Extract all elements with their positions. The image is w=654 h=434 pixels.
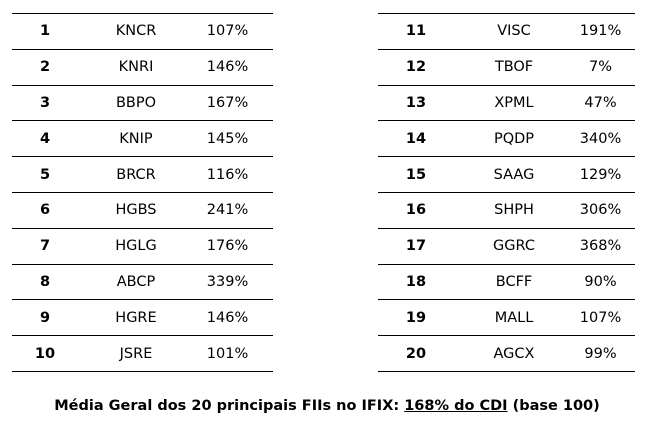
summary-highlight: 168% do CDI xyxy=(404,398,508,414)
percent-cell: 146% xyxy=(194,299,273,337)
rank-cell: 11 xyxy=(378,13,454,50)
table-row: 16 SHPH 306% xyxy=(378,192,635,229)
table-row: 13 XPML 47% xyxy=(378,85,635,122)
percent-cell: 47% xyxy=(574,85,635,122)
percent-cell: 7% xyxy=(574,49,635,86)
table-row: 19 MALL 107% xyxy=(378,299,635,337)
table-row: 15 SAAG 129% xyxy=(378,156,635,193)
table-row: 7 HGLG 176% xyxy=(12,228,273,265)
percent-cell: 107% xyxy=(194,13,273,50)
percent-cell: 340% xyxy=(574,120,635,158)
ticker-cell: KNIP xyxy=(78,120,194,158)
ticker-cell: PQDP xyxy=(454,120,574,158)
table-row: 1 KNCR 107% xyxy=(12,13,273,50)
ticker-cell: KNRI xyxy=(78,49,194,86)
percent-cell: 107% xyxy=(574,299,635,337)
ranking-table-right: 11 VISC 191% 12 TBOF 7% 13 XPML 47% 14 P… xyxy=(378,13,635,372)
ticker-cell: KNCR xyxy=(78,13,194,50)
percent-cell: 99% xyxy=(574,335,635,372)
percent-cell: 116% xyxy=(194,156,273,193)
table-row: 11 VISC 191% xyxy=(378,13,635,50)
rank-cell: 12 xyxy=(378,49,454,86)
table-row: 20 AGCX 99% xyxy=(378,335,635,372)
percent-cell: 339% xyxy=(194,264,273,301)
ticker-cell: JSRE xyxy=(78,335,194,372)
table-row: 8 ABCP 339% xyxy=(12,264,273,301)
ticker-cell: SHPH xyxy=(454,192,574,229)
percent-cell: 101% xyxy=(194,335,273,372)
ticker-cell: BRCR xyxy=(78,156,194,193)
ranking-table-left: 1 KNCR 107% 2 KNRI 146% 3 BBPO 167% 4 KN… xyxy=(12,13,273,372)
table-row: 3 BBPO 167% xyxy=(12,85,273,122)
ticker-cell: GGRC xyxy=(454,228,574,265)
percent-cell: 176% xyxy=(194,228,273,265)
rank-cell: 5 xyxy=(12,156,78,193)
rank-cell: 2 xyxy=(12,49,78,86)
table-row: 4 KNIP 145% xyxy=(12,120,273,158)
rank-cell: 19 xyxy=(378,299,454,337)
table-row: 2 KNRI 146% xyxy=(12,49,273,86)
ticker-cell: ABCP xyxy=(78,264,194,301)
rank-cell: 8 xyxy=(12,264,78,301)
rank-cell: 14 xyxy=(378,120,454,158)
ticker-cell: HGRE xyxy=(78,299,194,337)
ticker-cell: SAAG xyxy=(454,156,574,193)
rank-cell: 6 xyxy=(12,192,78,229)
ticker-cell: MALL xyxy=(454,299,574,337)
percent-cell: 90% xyxy=(574,264,635,301)
table-row: 12 TBOF 7% xyxy=(378,49,635,86)
table-row: 9 HGRE 146% xyxy=(12,299,273,337)
rank-cell: 13 xyxy=(378,85,454,122)
table-row: 17 GGRC 368% xyxy=(378,228,635,265)
rank-cell: 15 xyxy=(378,156,454,193)
ticker-cell: XPML xyxy=(454,85,574,122)
rank-cell: 7 xyxy=(12,228,78,265)
table-row: 5 BRCR 116% xyxy=(12,156,273,193)
percent-cell: 191% xyxy=(574,13,635,50)
ticker-cell: AGCX xyxy=(454,335,574,372)
percent-cell: 368% xyxy=(574,228,635,265)
rank-cell: 16 xyxy=(378,192,454,229)
percent-cell: 146% xyxy=(194,49,273,86)
percent-cell: 241% xyxy=(194,192,273,229)
rank-cell: 20 xyxy=(378,335,454,372)
percent-cell: 167% xyxy=(194,85,273,122)
table-row: 18 BCFF 90% xyxy=(378,264,635,301)
rank-cell: 10 xyxy=(12,335,78,372)
percent-cell: 145% xyxy=(194,120,273,158)
summary-line: Média Geral dos 20 principais FIIs no IF… xyxy=(0,398,654,414)
ticker-cell: VISC xyxy=(454,13,574,50)
table-row: 10 JSRE 101% xyxy=(12,335,273,372)
percent-cell: 129% xyxy=(574,156,635,193)
table-row: 14 PQDP 340% xyxy=(378,120,635,158)
ticker-cell: HGLG xyxy=(78,228,194,265)
rank-cell: 4 xyxy=(12,120,78,158)
rank-cell: 1 xyxy=(12,13,78,50)
rank-cell: 18 xyxy=(378,264,454,301)
table-row: 6 HGBS 241% xyxy=(12,192,273,229)
percent-cell: 306% xyxy=(574,192,635,229)
rank-cell: 17 xyxy=(378,228,454,265)
rank-cell: 9 xyxy=(12,299,78,337)
ticker-cell: BBPO xyxy=(78,85,194,122)
summary-suffix: (base 100) xyxy=(507,398,600,414)
rank-cell: 3 xyxy=(12,85,78,122)
ticker-cell: HGBS xyxy=(78,192,194,229)
ticker-cell: BCFF xyxy=(454,264,574,301)
ticker-cell: TBOF xyxy=(454,49,574,86)
summary-prefix: Média Geral dos 20 principais FIIs no IF… xyxy=(54,398,405,414)
